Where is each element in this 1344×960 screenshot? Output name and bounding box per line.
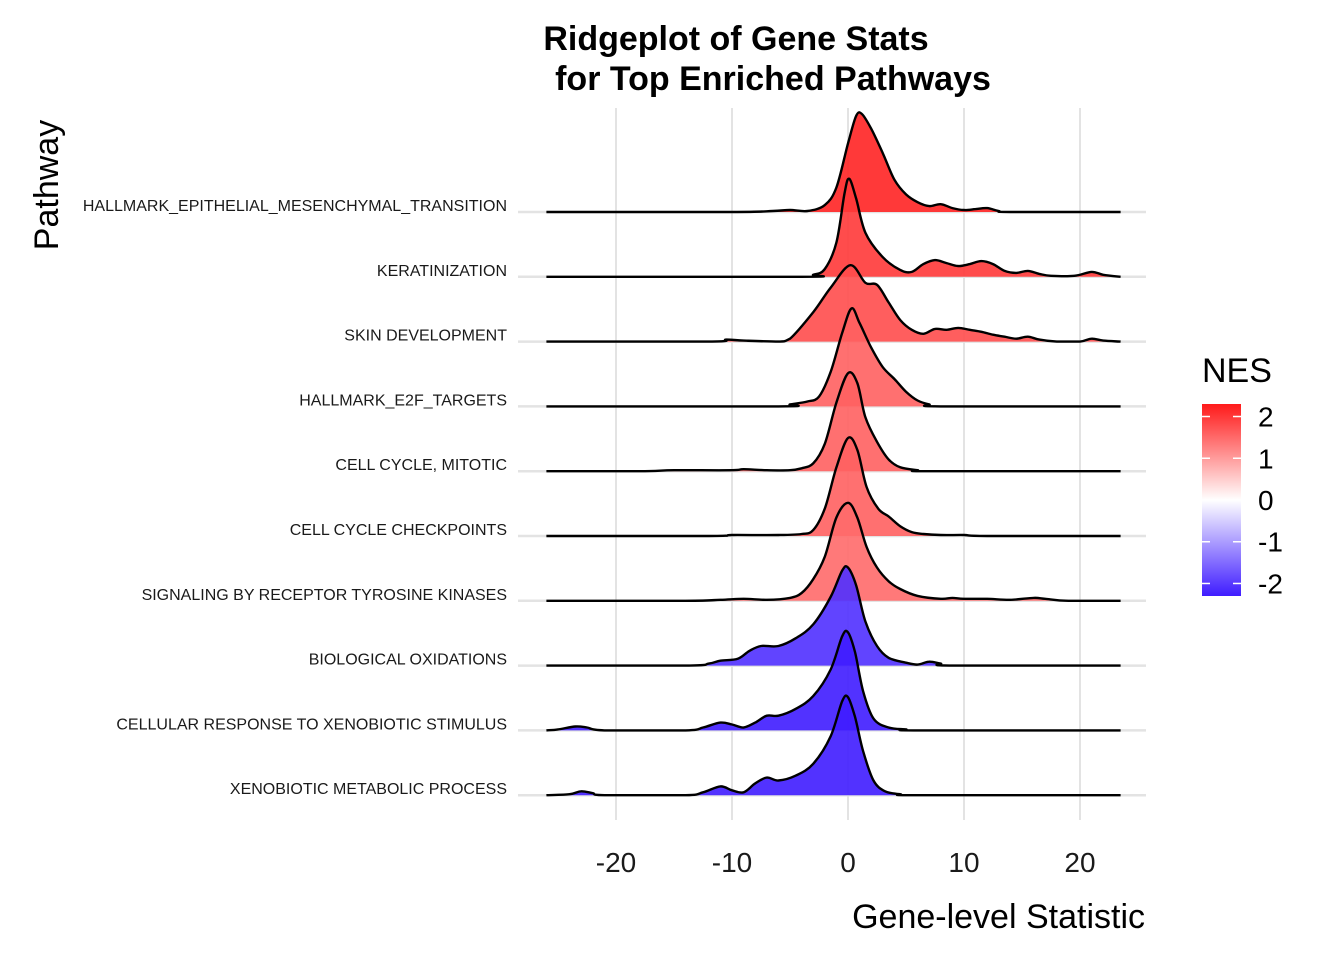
pathway-label: CELL CYCLE CHECKPOINTS bbox=[290, 522, 507, 539]
pathway-label: HALLMARK_EPITHELIAL_MESENCHYMAL_TRANSITI… bbox=[83, 198, 507, 215]
ridge-layer bbox=[546, 111, 1121, 797]
legend-title: NES bbox=[1202, 352, 1272, 390]
ridge bbox=[546, 111, 1121, 214]
chart-title-line-2: for Top Enriched Pathways bbox=[555, 60, 991, 98]
pathway-label: XENOBIOTIC METABOLIC PROCESS bbox=[230, 781, 507, 798]
legend-tick-label: 0 bbox=[1258, 485, 1274, 516]
ridge-fill bbox=[546, 502, 1121, 601]
ridge bbox=[546, 694, 1121, 797]
ridge-fill bbox=[546, 437, 1121, 536]
x-tick-label: 0 bbox=[840, 847, 856, 878]
pathway-labels: HALLMARK_EPITHELIAL_MESENCHYMAL_TRANSITI… bbox=[83, 198, 507, 798]
ridge bbox=[546, 177, 1121, 278]
ridge-outline bbox=[546, 694, 1121, 797]
pathway-label: SIGNALING BY RECEPTOR TYROSINE KINASES bbox=[142, 587, 507, 604]
legend-tick-label: -2 bbox=[1258, 568, 1283, 599]
x-tick-label: 10 bbox=[948, 847, 979, 878]
ridge-fill bbox=[546, 265, 1121, 342]
ridge bbox=[546, 629, 1121, 732]
ridge bbox=[546, 264, 1121, 343]
ridge-fill bbox=[546, 630, 1121, 731]
ridge-fill bbox=[546, 308, 1121, 407]
ridge-outline bbox=[546, 501, 1121, 602]
nes-legend: NES 2 1 0 -1 -2 bbox=[1202, 352, 1283, 599]
pathway-label: HALLMARK_E2F_TARGETS bbox=[299, 392, 507, 409]
ridge-fill bbox=[546, 695, 1121, 796]
legend-ticks: 2 1 0 -1 -2 bbox=[1202, 402, 1283, 599]
y-axis-title: Pathway bbox=[28, 120, 66, 250]
ridge bbox=[546, 436, 1121, 538]
x-tick-labels: -20 -10 0 10 20 bbox=[596, 847, 1096, 878]
ridge-fill bbox=[546, 178, 1121, 277]
ridge-outline bbox=[546, 111, 1121, 214]
pathway-label: CELL CYCLE, MITOTIC bbox=[335, 457, 507, 474]
chart-title-line-1: Ridgeplot of Gene Stats bbox=[543, 20, 928, 58]
legend-tick-label: -1 bbox=[1258, 527, 1283, 558]
ridge-outline bbox=[546, 371, 1121, 473]
x-axis-title: Gene-level Statistic bbox=[852, 898, 1145, 936]
pathway-label: KERATINIZATION bbox=[377, 263, 507, 280]
ridge bbox=[546, 307, 1121, 408]
x-tick-label: -20 bbox=[596, 847, 636, 878]
pathway-label: CELLULAR RESPONSE TO XENOBIOTIC STIMULUS bbox=[116, 716, 507, 733]
ridge-outline bbox=[546, 629, 1121, 732]
ridge-outline bbox=[546, 564, 1121, 667]
ridge bbox=[546, 564, 1121, 667]
ridge-outline bbox=[546, 177, 1121, 278]
pathway-label: SKIN DEVELOPMENT bbox=[344, 328, 507, 345]
ridge-outline bbox=[546, 307, 1121, 408]
ridge-fill bbox=[546, 112, 1121, 212]
ridge bbox=[546, 371, 1121, 473]
ridge-fill bbox=[546, 566, 1121, 666]
ridge-fill bbox=[546, 372, 1121, 472]
legend-tick-label: 1 bbox=[1258, 443, 1274, 474]
x-tick-label: 20 bbox=[1064, 847, 1095, 878]
x-tick-label: -10 bbox=[712, 847, 752, 878]
ridge-outline bbox=[546, 264, 1121, 343]
ridge bbox=[546, 501, 1121, 602]
ridge-outline bbox=[546, 436, 1121, 538]
legend-tick-label: 2 bbox=[1258, 402, 1274, 433]
pathway-label: BIOLOGICAL OXIDATIONS bbox=[309, 652, 507, 669]
